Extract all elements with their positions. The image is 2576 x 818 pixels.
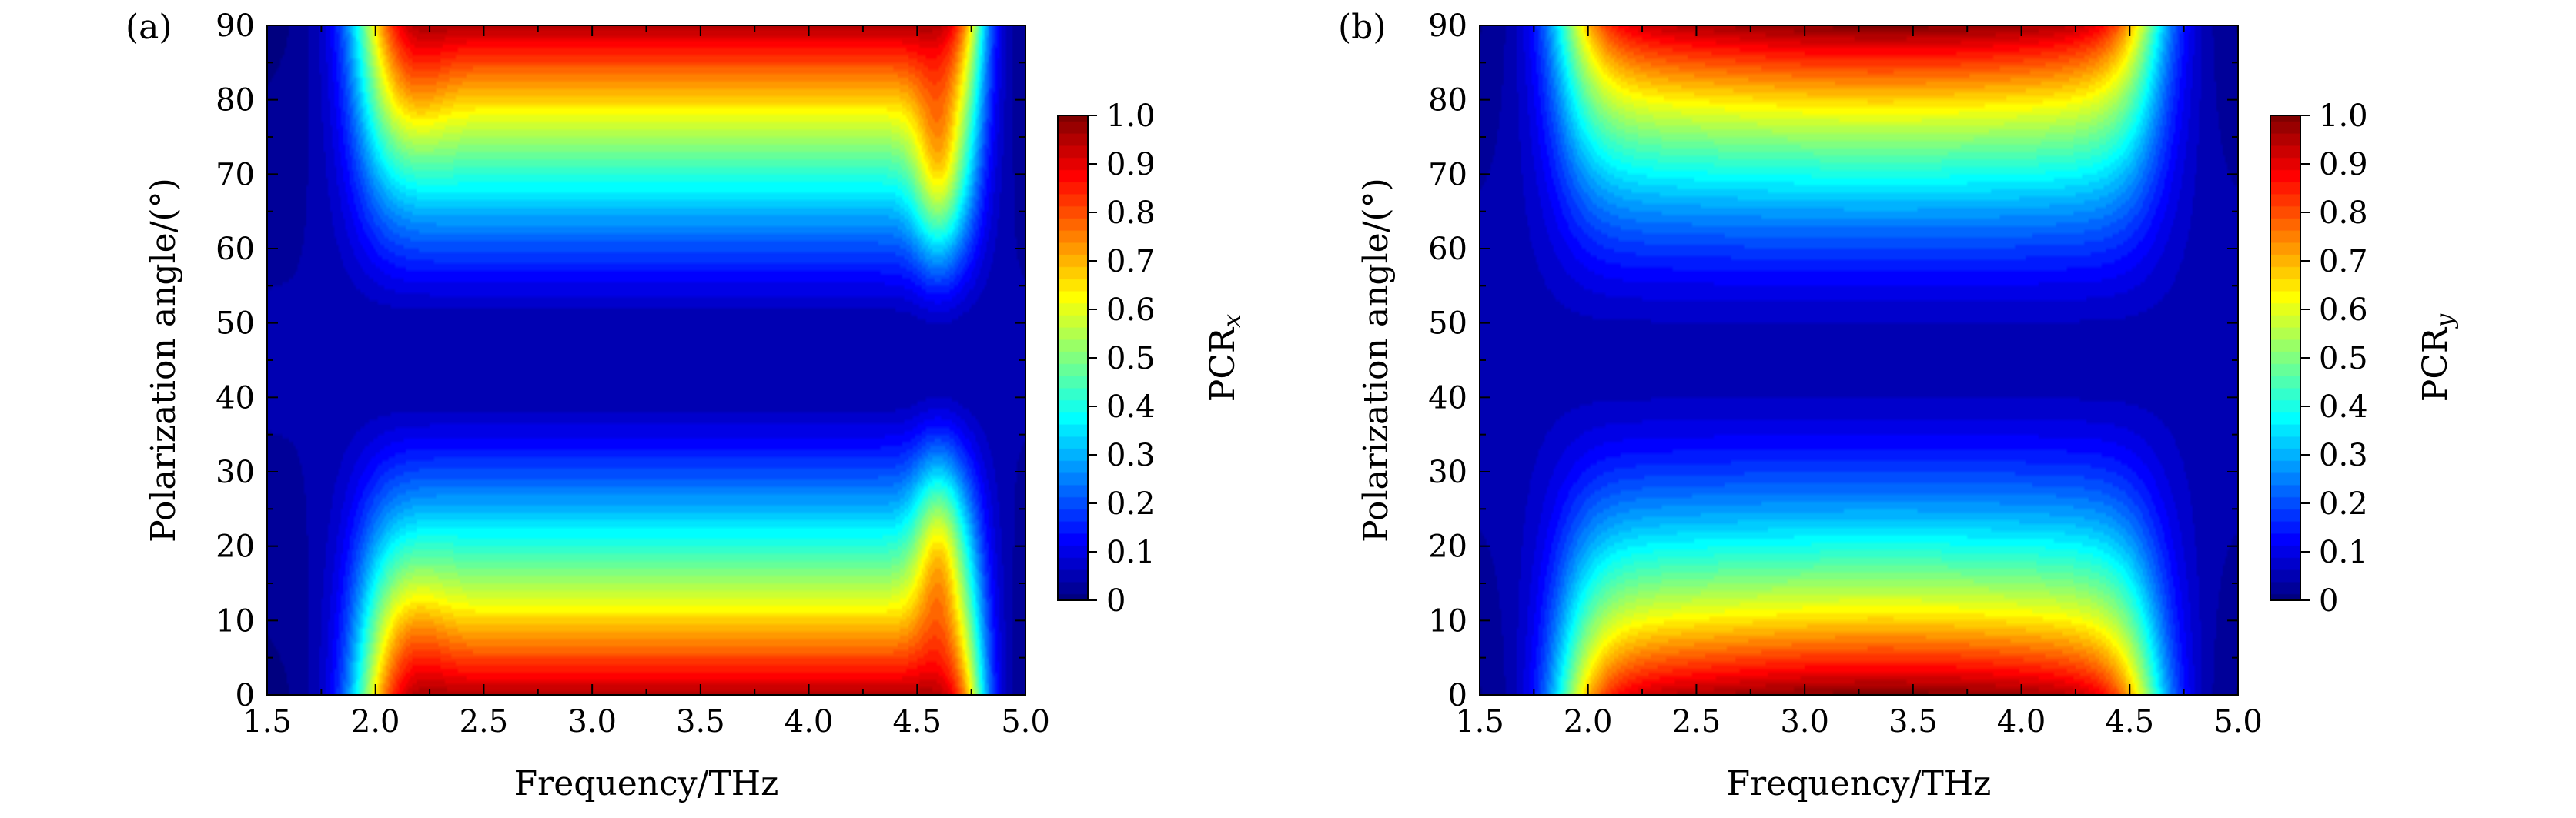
- colorbar-tick-label: 0.7: [1106, 244, 1156, 279]
- x-axis-label: Frequency/THz: [514, 764, 779, 803]
- y-tick-label: 60: [216, 232, 255, 267]
- colorbar-tick-label: 0.2: [1106, 486, 1156, 522]
- y-tick-label: 40: [216, 380, 255, 416]
- y-tick-label: 0: [236, 678, 255, 713]
- y-axis-label: Polarization angle/(°): [144, 178, 183, 543]
- colorbar-image: [1058, 115, 1088, 600]
- colorbar-tick-label: 0.6: [2319, 292, 2368, 328]
- colorbar-image: [2270, 115, 2300, 600]
- x-tick-label: 5.0: [1001, 704, 1050, 740]
- panel-label: (a): [125, 8, 172, 47]
- x-tick-label: 2.5: [1672, 704, 1721, 740]
- y-tick-label: 30: [216, 455, 255, 490]
- y-tick-label: 70: [216, 157, 255, 192]
- colorbar-tick-label: 0.8: [1106, 195, 1156, 231]
- axis-ticks: 1.5 2.0 2.5 3.0 3.5 4.0 4.5 5.0 0 10 20 30 40 50 60 70 8…: [1428, 8, 2263, 740]
- y-tick-label: 70: [1428, 157, 1467, 192]
- colorbar-tick-label: 0.6: [1106, 292, 1156, 328]
- y-tick-label: 10: [216, 603, 255, 639]
- x-tick-label: 4.5: [2105, 704, 2154, 740]
- x-tick-label: 2.5: [460, 704, 509, 740]
- y-tick-label: 80: [216, 83, 255, 119]
- colorbar-tick-label: 0.5: [2319, 341, 2368, 376]
- x-tick-label: 4.0: [1997, 704, 2046, 740]
- colorbar-tick-label: 0.8: [2319, 195, 2368, 231]
- x-tick-label: 4.0: [785, 704, 834, 740]
- colorbar-tick-label: 1.0: [1106, 98, 1156, 134]
- x-tick-label: 2.0: [351, 704, 400, 740]
- y-tick-label: 40: [1428, 380, 1467, 416]
- colorbar-tick-label: 0.4: [2319, 389, 2368, 425]
- colorbar-tick-label: 0.2: [2319, 486, 2368, 522]
- x-axis-label: Frequency/THz: [1727, 764, 1992, 803]
- x-tick-label: 4.5: [892, 704, 942, 740]
- x-tick-label: 3.0: [567, 704, 617, 740]
- colorbar-tick-label: 0.1: [1106, 535, 1156, 570]
- colorbar-tick-label: 1.0: [2319, 98, 2368, 134]
- y-tick-label: 50: [216, 306, 255, 342]
- colorbar-tick-label: 0.5: [1106, 341, 1156, 376]
- colorbar-tick-label: 0: [2319, 583, 2338, 619]
- x-tick-label: 2.0: [1564, 704, 1613, 740]
- heatmap-image: [1480, 25, 2238, 695]
- colorbar-label-main: PCR: [1203, 326, 1243, 402]
- x-tick-label: 1.5: [1455, 704, 1504, 740]
- colorbar-label: PCRx: [1203, 314, 1246, 402]
- colorbar-tick-label: 0: [1106, 583, 1126, 619]
- y-tick-label: 20: [216, 529, 255, 565]
- heatmap-image: [267, 25, 1025, 695]
- y-axis-label: Polarization angle/(°): [1357, 178, 1396, 543]
- x-tick-label: 1.5: [243, 704, 292, 740]
- y-tick-label: 90: [216, 8, 255, 44]
- y-tick-label: 60: [1428, 232, 1467, 267]
- panel-label: (b): [1338, 8, 1387, 47]
- colorbar-label-main: PCR: [2416, 326, 2455, 402]
- x-tick-label: 5.0: [2213, 704, 2263, 740]
- colorbar-label-sub: y: [2430, 313, 2459, 329]
- y-tick-label: 50: [1428, 306, 1467, 342]
- colorbar-tick-label: 0.3: [1106, 438, 1156, 473]
- y-tick-label: 0: [1448, 678, 1467, 713]
- colorbar-tick-label: 0.1: [2319, 535, 2368, 570]
- y-tick-label: 20: [1428, 529, 1467, 565]
- x-tick-label: 3.0: [1780, 704, 1829, 740]
- y-tick-label: 90: [1428, 8, 1467, 44]
- colorbar-tick-label: 0.4: [1106, 389, 1156, 425]
- colorbar-tick-label: 0.9: [2319, 147, 2368, 182]
- panel-b: (b) 1.5 2.0 2.5 3.0 3.5 4.0 4.5 5.0 0 10 20 30 40 50 6…: [1338, 8, 2459, 803]
- panel-a: (a) 1.5 2.0 2.5 3.0 3.5 4.0 4.5 5.0 0 10 20 30 40 50 6…: [125, 8, 1246, 803]
- axis-ticks: 1.5 2.0 2.5 3.0 3.5 4.0 4.5 5.0 0 10 20 30 40 50 60 70 8…: [216, 8, 1050, 740]
- colorbar-label-sub: x: [1217, 314, 1246, 328]
- x-tick-label: 3.5: [1889, 704, 1938, 740]
- colorbar-ticks: 0 0.1 0.2 0.3 0.4 0.5 0.6 0.7 0.8 0.9 1.0: [1088, 98, 1156, 619]
- colorbar-tick-label: 0.9: [1106, 147, 1156, 182]
- x-tick-label: 3.5: [676, 704, 725, 740]
- y-tick-label: 10: [1428, 603, 1467, 639]
- colorbar-ticks: 0 0.1 0.2 0.3 0.4 0.5 0.6 0.7 0.8 0.9 1.0: [2300, 98, 2368, 619]
- y-tick-label: 30: [1428, 455, 1467, 490]
- colorbar-tick-label: 0.7: [2319, 244, 2368, 279]
- colorbar-label: PCRy: [2416, 313, 2459, 402]
- y-tick-label: 80: [1428, 83, 1467, 119]
- colorbar-tick-label: 0.3: [2319, 438, 2368, 473]
